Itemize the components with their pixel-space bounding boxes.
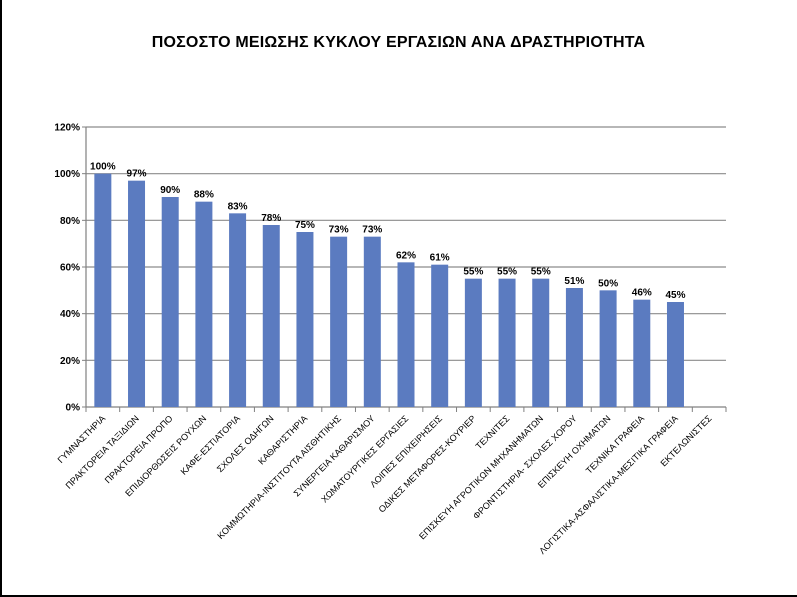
bar (262, 225, 280, 407)
data-label: 61% (430, 253, 450, 264)
x-tick-label: ΚΑΦΕ-ΕΣΤΙΑΤΟΡΙΑ (179, 413, 242, 476)
bar (464, 278, 482, 407)
data-label: 78% (261, 213, 281, 224)
x-tick-label: ΕΠΙΣΚΕΥΗ ΑΓΡΟΤΙΚΩΝ ΜΗΧΑΝΗΜΑΤΩΝ (417, 413, 545, 541)
frame-left-border (0, 0, 2, 597)
bar (666, 302, 684, 407)
data-label: 83% (228, 201, 248, 212)
data-label: 62% (396, 250, 416, 261)
bar (397, 262, 415, 407)
data-label: 51% (564, 276, 584, 287)
data-label: 55% (531, 267, 551, 278)
data-label: 50% (598, 278, 618, 289)
bar (431, 264, 449, 407)
bar (229, 213, 247, 407)
bar (128, 180, 146, 407)
bar (330, 236, 348, 407)
bar (599, 290, 617, 407)
bar (363, 236, 381, 407)
data-label: 75% (295, 220, 315, 231)
chart-title: ΠΟΣΟΣΤΟ ΜΕΙΩΣΗΣ ΚΥΚΛΟΥ ΕΡΓΑΣΙΩΝ ΑΝΑ ΔΡΑΣ… (151, 34, 646, 51)
bar (498, 278, 516, 407)
data-label: 45% (665, 290, 685, 301)
data-label: 100% (90, 162, 116, 173)
y-tick-label: 0% (66, 403, 81, 414)
data-label: 97% (127, 169, 147, 180)
data-label: 73% (329, 225, 349, 236)
bar (94, 173, 112, 407)
data-label: 46% (632, 288, 652, 299)
bar (296, 232, 314, 407)
data-label: 73% (362, 225, 382, 236)
data-label: 90% (160, 185, 180, 196)
bar (195, 201, 213, 407)
x-tick-label: ΠΡΑΚΤΟΡΕΙΑ ΠΡΟΠΟ (103, 413, 175, 485)
y-tick-label: 40% (60, 309, 80, 320)
data-label: 88% (194, 190, 214, 201)
x-tick-label: ΣΧΟΛΕΣ ΟΔΗΓΩΝ (215, 413, 276, 474)
bar (532, 278, 550, 407)
frame-bottom-border (0, 595, 797, 597)
data-label: 55% (463, 267, 483, 278)
x-tick-label: ΚΟΜΜΩΤΗΡΙΑ-ΙΝΣΤΙΤΟΥΤΑ ΑΙΣΘΗΤΙΚΗΣ (215, 413, 343, 541)
bar (565, 288, 583, 407)
bar (161, 197, 179, 407)
y-tick-label: 80% (60, 216, 80, 227)
x-tick-label: ΤΕΧΝΙΚΑ ΓΡΑΦΕΙΑ (584, 413, 646, 475)
y-tick-label: 20% (60, 356, 80, 367)
y-tick-label: 60% (60, 263, 80, 274)
data-label: 55% (497, 267, 517, 278)
bar (633, 299, 651, 407)
y-tick-label: 120% (54, 123, 80, 134)
y-tick-label: 100% (54, 169, 80, 180)
